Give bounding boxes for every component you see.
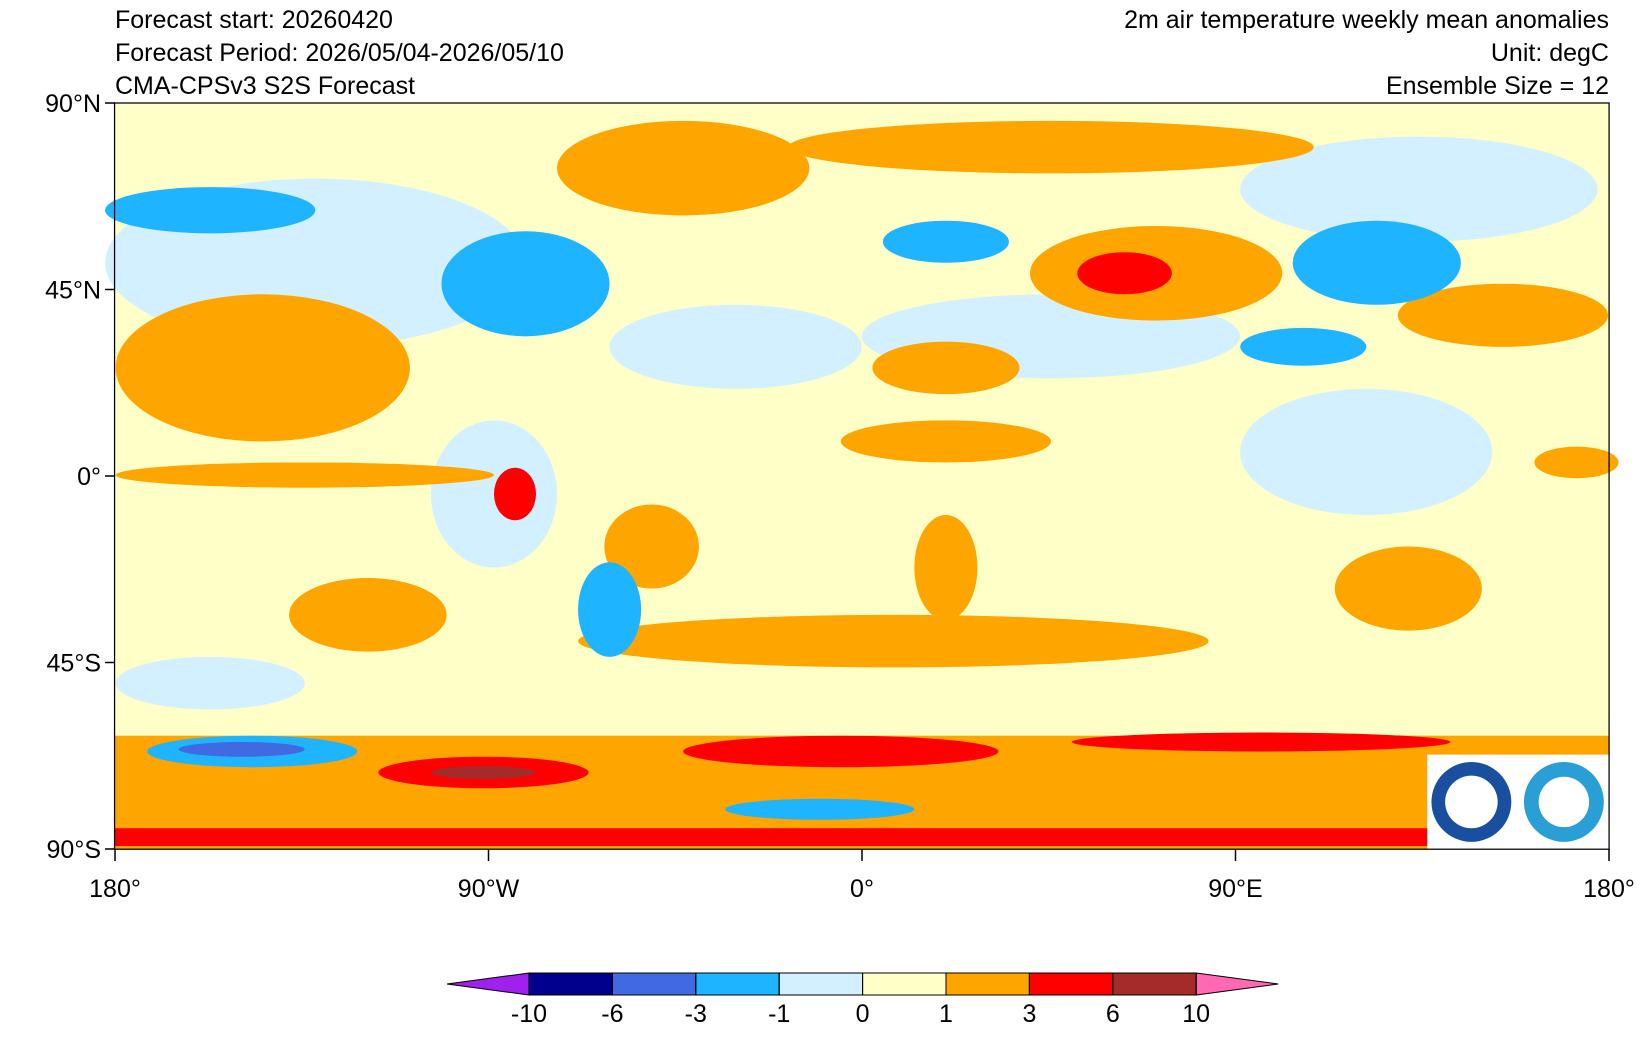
colorbar-label: 10 bbox=[1182, 1000, 1210, 1028]
lon-label: 90°E bbox=[1208, 875, 1262, 903]
lat-label: 90°N bbox=[45, 90, 101, 118]
colorbar-label: -3 bbox=[685, 1000, 707, 1028]
lon-label: 0° bbox=[850, 875, 874, 903]
colorbar-box bbox=[695, 972, 780, 996]
colorbar-box bbox=[611, 972, 697, 996]
header-right: Ensemble Size = 12 bbox=[1386, 72, 1609, 100]
lon-label: 180° bbox=[1583, 875, 1635, 903]
colorbar-arrow bbox=[446, 972, 530, 996]
header-left: CMA-CPSv3 S2S Forecast bbox=[115, 72, 415, 100]
colorbar-label: -1 bbox=[768, 1000, 790, 1028]
colorbar-label: 3 bbox=[1022, 1000, 1036, 1028]
lat-label: 0° bbox=[77, 463, 101, 491]
colorbar-box bbox=[528, 972, 613, 996]
header-left: Forecast start: 20260420 bbox=[115, 6, 393, 34]
colorbar-box bbox=[1028, 972, 1114, 996]
header-right: Unit: degC bbox=[1491, 39, 1609, 67]
colorbar-box bbox=[1112, 972, 1197, 996]
colorbar-label: 0 bbox=[856, 1000, 870, 1028]
lon-label: 90°W bbox=[458, 875, 520, 903]
colorbar-label: -6 bbox=[601, 1000, 623, 1028]
lon-label: 180° bbox=[89, 875, 141, 903]
header-left: Forecast Period: 2026/05/04-2026/05/10 bbox=[115, 39, 564, 67]
map-field bbox=[105, 102, 1619, 850]
colorbar-box bbox=[778, 972, 864, 996]
colorbar-box bbox=[862, 972, 947, 996]
header-right: 2m air temperature weekly mean anomalies bbox=[1124, 6, 1609, 34]
colorbar-label: 6 bbox=[1106, 1000, 1120, 1028]
colorbar-box bbox=[945, 972, 1030, 996]
lat-label: 45°N bbox=[45, 277, 101, 305]
colorbar-arrow bbox=[1195, 972, 1279, 996]
lat-label: 45°S bbox=[47, 650, 101, 678]
colorbar-label: -10 bbox=[511, 1000, 547, 1028]
colorbar-label: 1 bbox=[939, 1000, 953, 1028]
lat-label: 90°S bbox=[47, 836, 101, 864]
